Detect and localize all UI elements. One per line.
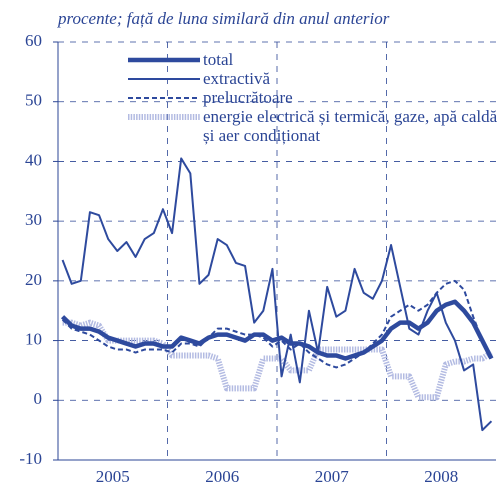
legend-label: extractivă xyxy=(203,69,271,88)
y-tick-label: 50 xyxy=(25,91,42,110)
legend-item: total xyxy=(128,50,498,69)
legend-swatch xyxy=(128,97,200,99)
x-tick-label: 2008 xyxy=(424,467,458,486)
x-tick-label: 2007 xyxy=(315,467,350,486)
legend-swatch xyxy=(128,114,200,120)
x-tick-label: 2006 xyxy=(205,467,239,486)
y-tick-label: 40 xyxy=(25,150,42,169)
y-tick-label: 60 xyxy=(25,31,42,50)
y-tick-label: 10 xyxy=(25,329,42,348)
series-line xyxy=(60,299,494,361)
legend-item: extractivă xyxy=(128,69,498,88)
legend-label: prelucrătoare xyxy=(203,88,293,107)
legend-swatch xyxy=(128,78,200,80)
legend-item: energie electrică și termică, gaze, apă … xyxy=(128,107,498,145)
legend-item: prelucrătoare xyxy=(128,88,498,107)
legend: total extractivă prelucrătoare energie elec… xyxy=(128,50,498,145)
x-tick-label: 2005 xyxy=(96,467,130,486)
legend-label: energie electrică și termică, gaze, apă … xyxy=(203,107,498,145)
series-line xyxy=(61,279,493,369)
series-line xyxy=(61,157,493,432)
y-tick-label: -10 xyxy=(19,449,42,468)
legend-swatch xyxy=(128,57,200,63)
y-tick-label: 0 xyxy=(34,389,43,408)
legend-label: total xyxy=(203,50,234,69)
y-tick-label: 30 xyxy=(25,210,42,229)
y-tick-label: 20 xyxy=(25,270,42,289)
subtitle: procente; față de luna similară din anul… xyxy=(57,9,390,28)
series-line xyxy=(62,319,494,401)
